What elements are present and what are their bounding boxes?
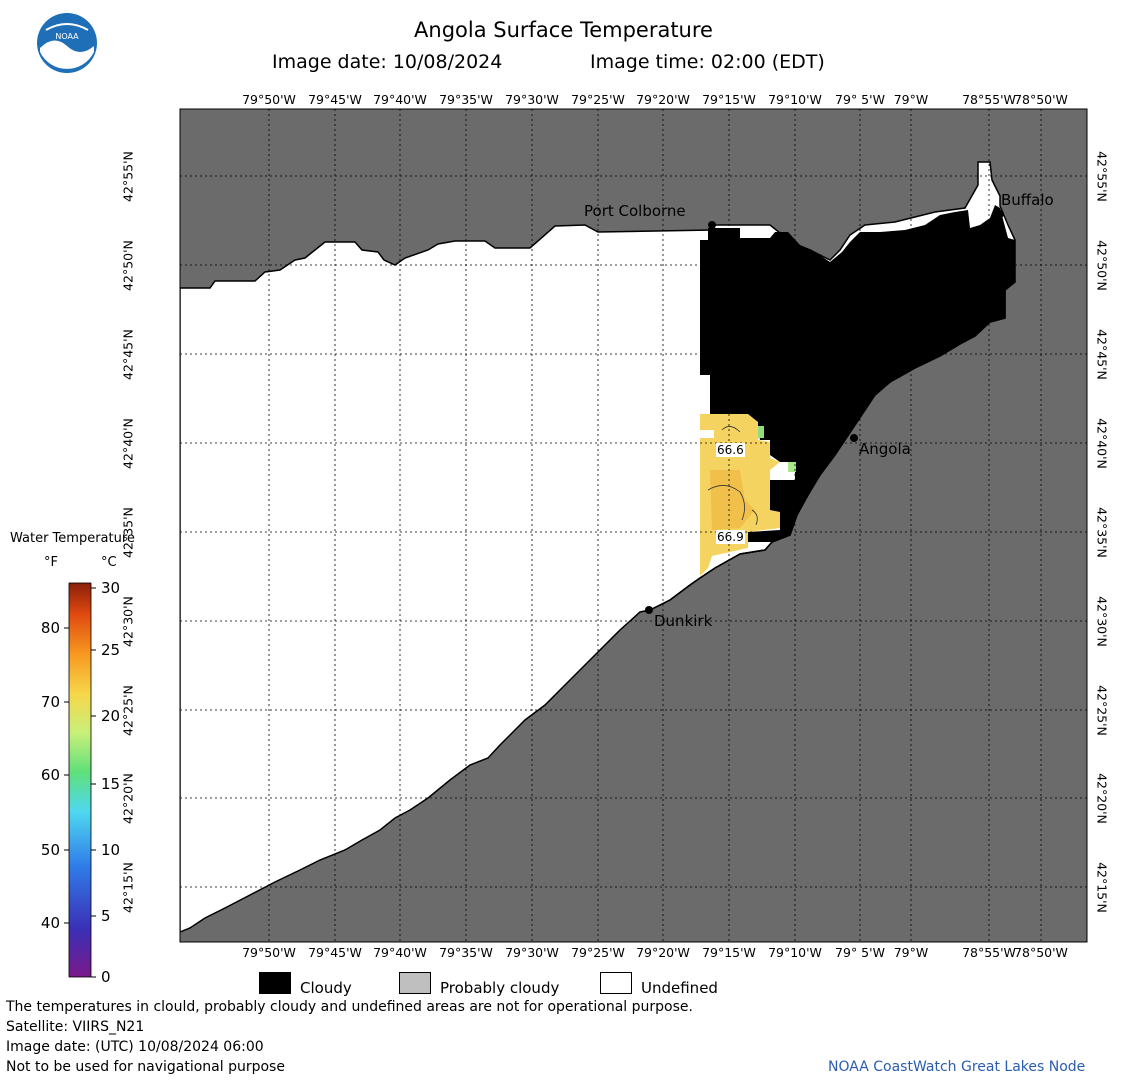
colorbar-label-c: 5 — [101, 907, 111, 925]
lat-label-left: 42°50'N — [120, 240, 136, 291]
colorbar-unit-c: °C — [101, 555, 117, 570]
noaa-logo: NOAA — [36, 12, 98, 74]
colorbar-label-c: 30 — [101, 579, 121, 597]
lon-label-bottom: 79°50'W — [242, 945, 296, 960]
footer-utc-date: Image date: (UTC) 10/08/2024 06:00 — [6, 1039, 264, 1055]
colorbar-ticks — [64, 587, 96, 978]
colorbar-label-c: 20 — [101, 707, 121, 725]
lat-label-right: 42°55'N — [1094, 151, 1110, 202]
dunkirk-marker[interactable] — [645, 606, 653, 614]
footer-credit[interactable]: NOAA CoastWatch Great Lakes Node — [828, 1059, 1086, 1075]
lat-label-left: 42°20'N — [120, 773, 136, 824]
lat-label-left: 42°30'N — [120, 596, 136, 647]
noaa-logo-icon: NOAA — [37, 13, 97, 73]
lat-label-right: 42°35'N — [1094, 507, 1110, 558]
place-buffalo: Buffalo — [1001, 191, 1054, 209]
lon-label-top: 79°25'W — [571, 92, 625, 107]
colorbar — [68, 582, 92, 978]
legend-cloudy-label: Cloudy — [300, 979, 352, 997]
lon-label-top: 78°50'W — [1014, 92, 1068, 107]
lon-label-top: 79°30'W — [505, 92, 559, 107]
noaa-logo-text: NOAA — [55, 32, 79, 41]
page-title: Angola Surface Temperature — [414, 18, 713, 42]
lat-label-right: 42°20'N — [1094, 773, 1110, 824]
lat-label-right: 42°25'N — [1094, 685, 1110, 736]
image-date: Image date: 10/08/2024 — [272, 51, 503, 73]
place-port-colborne: Port Colborne — [584, 202, 686, 220]
lon-label-bottom: 78°55'W — [962, 945, 1016, 960]
buffalo-marker[interactable] — [996, 210, 1004, 218]
lon-label-top: 78°55'W — [962, 92, 1016, 107]
lon-label-bottom: 79°30'W — [505, 945, 559, 960]
port-colborne-marker[interactable] — [708, 221, 716, 229]
green-pixel — [788, 462, 796, 472]
lon-label-bottom: 79°20'W — [636, 945, 690, 960]
legend-probably-cloudy-label: Probably cloudy — [440, 979, 560, 997]
lon-label-bottom: 78°50'W — [1014, 945, 1068, 960]
place-angola: Angola — [859, 440, 911, 458]
lon-label-top: 79°20'W — [636, 92, 690, 107]
lat-label-left: 42°45'N — [120, 329, 136, 380]
legend-undefined-swatch — [600, 972, 632, 994]
lat-label-left: 42°40'N — [120, 418, 136, 469]
colorbar-unit-f: °F — [44, 555, 58, 570]
white-gap — [700, 430, 714, 438]
lon-label-top: 79°50'W — [242, 92, 296, 107]
lon-label-top: 79°40'W — [373, 92, 427, 107]
colorbar-title: Water Temperature — [10, 531, 135, 546]
lon-label-top: 79°15'W — [702, 92, 756, 107]
lon-label-top: 79°45'W — [308, 92, 362, 107]
colorbar-label-c: 15 — [101, 775, 121, 793]
colorbar-label-f: 50 — [40, 841, 60, 859]
sst-contour — [707, 426, 758, 526]
lon-label-top: 79°10'W — [768, 92, 822, 107]
lat-label-right: 42°40'N — [1094, 418, 1110, 469]
legend-cloudy-swatch — [259, 972, 291, 994]
lat-label-left: 42°25'N — [120, 685, 136, 736]
lon-label-bottom: 79°10'W — [768, 945, 822, 960]
colorbar-label-f: 70 — [40, 693, 60, 711]
south-shoreline — [649, 281, 1016, 611]
colorbar-label-f: 60 — [40, 766, 60, 784]
angola-marker[interactable] — [850, 434, 858, 442]
colorbar-label-c: 10 — [101, 841, 121, 859]
place-dunkirk: Dunkirk — [654, 612, 713, 630]
lat-label-right: 42°30'N — [1094, 596, 1110, 647]
lon-label-bottom: 79°45'W — [308, 945, 362, 960]
colorbar-label-c: 0 — [101, 968, 111, 986]
lon-label-top: 79° 5'W — [835, 92, 885, 107]
colorbar-label-c: 25 — [101, 641, 121, 659]
legend-undefined-label: Undefined — [641, 979, 718, 997]
map-frame — [179, 108, 1088, 943]
footer-satellite: Satellite: VIIRS_N21 — [6, 1019, 145, 1035]
lon-label-bottom: 79° 5'W — [835, 945, 885, 960]
colorbar-label-f: 80 — [40, 619, 60, 637]
image-time: Image time: 02:00 (EDT) — [590, 51, 825, 73]
lon-label-top: 79°W — [893, 92, 929, 107]
cloud-area[interactable] — [700, 205, 1015, 542]
lon-label-bottom: 79°W — [893, 945, 929, 960]
green-pixel — [758, 426, 764, 438]
footer-nav-warning: Not to be used for navigational purpose — [6, 1059, 285, 1075]
lat-label-right: 42°50'N — [1094, 240, 1110, 291]
legend-probably-cloudy-swatch — [399, 972, 431, 994]
lon-label-bottom: 79°35'W — [439, 945, 493, 960]
temperature-label: 66.6 — [716, 443, 745, 457]
lon-label-bottom: 79°40'W — [373, 945, 427, 960]
lon-label-bottom: 79°15'W — [702, 945, 756, 960]
lon-label-bottom: 79°25'W — [571, 945, 625, 960]
lat-label-right: 42°15'N — [1094, 862, 1110, 913]
lat-label-right: 42°45'N — [1094, 329, 1110, 380]
lat-label-left: 42°15'N — [120, 862, 136, 913]
lat-label-left: 42°55'N — [120, 151, 136, 202]
lon-label-top: 79°35'W — [439, 92, 493, 107]
graticule — [180, 109, 1087, 942]
colorbar-label-f: 40 — [40, 914, 60, 932]
footer-disclaimer: The temperatures in clould, probably clo… — [6, 999, 693, 1015]
temperature-label: 66.9 — [716, 530, 745, 544]
